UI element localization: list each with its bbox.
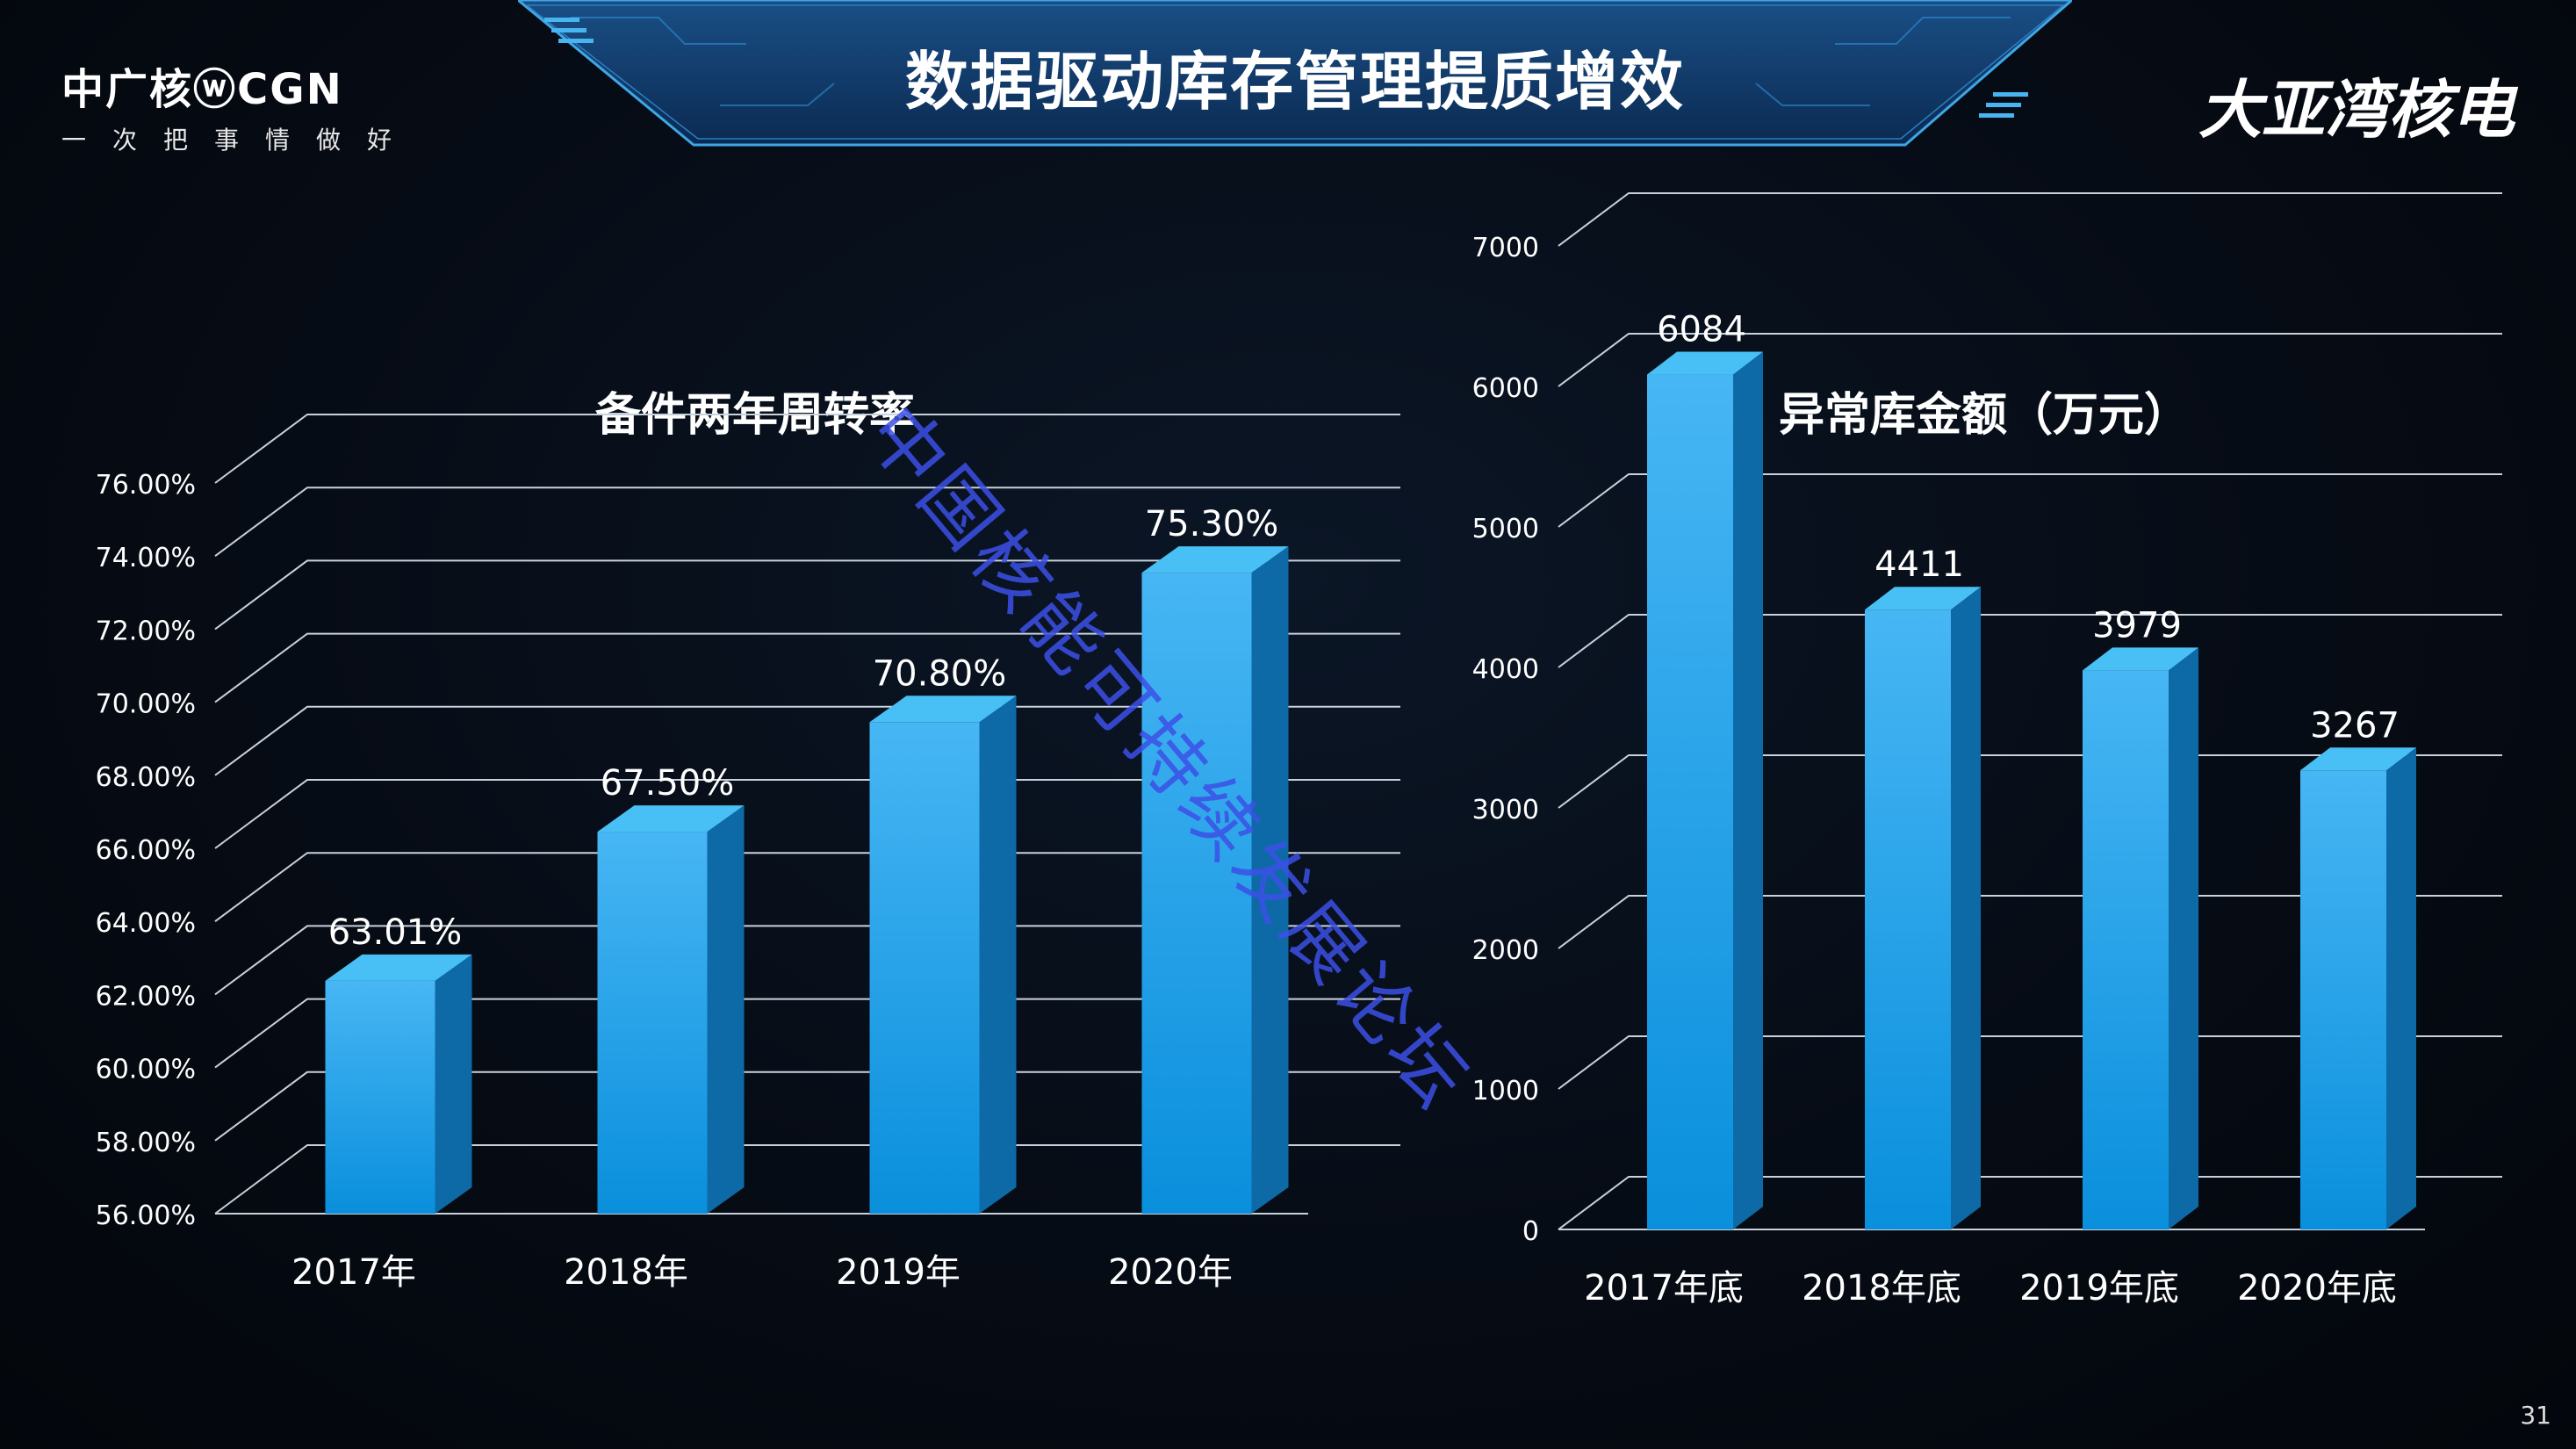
chart-2-ytick: 2000 xyxy=(1472,935,1539,966)
chart-2-ytick: 6000 xyxy=(1472,373,1539,404)
chart-2-gridline xyxy=(1558,1176,2502,1230)
title-banner: 数据驱动库存管理提质增效 xyxy=(518,0,2072,149)
chart-2: 0 1000 2000 3000 4000 5000 6000 7000 6084 2017年底 4… xyxy=(1472,192,2502,1308)
chart-2-gridline xyxy=(1558,1035,2502,1090)
chart-2-ytick: 1000 xyxy=(1472,1076,1539,1107)
chart-2-bar-side xyxy=(2169,647,2198,1229)
chart-1-ytick: 72.00% xyxy=(96,616,196,646)
chart-2-bar-front xyxy=(1647,374,1733,1229)
chart-1-category-label: 2017年 xyxy=(291,1252,416,1293)
chart-2-bar-2 xyxy=(2083,647,2198,1229)
chart-1-data-label: 75.30% xyxy=(1145,504,1279,544)
chart-1-gridline xyxy=(214,487,1400,558)
chart-2-bar-top xyxy=(1647,351,1763,375)
chart-2-gridline xyxy=(1558,614,2502,668)
chart-2-bar-top xyxy=(2083,647,2198,671)
chart-1-bar-side xyxy=(1251,546,1289,1214)
chart-1-bar-front xyxy=(325,980,435,1214)
chart-2-bar-3 xyxy=(2300,747,2416,1229)
chart-1-ytick: 62.00% xyxy=(96,981,196,1012)
chart-1-bar-side xyxy=(979,696,1017,1214)
chart-2-gridline xyxy=(1558,473,2502,528)
chart-2-bar-front xyxy=(1865,609,1951,1229)
chart-1-ytick: 64.00% xyxy=(96,908,196,939)
chart-1-data-label: 67.50% xyxy=(601,763,735,804)
chart-2-data-label: 4411 xyxy=(1874,544,1964,585)
chart-1: 56.00% 58.00% 60.00% 62.00% 64.00% 66.00% 68.0… xyxy=(96,414,1400,1293)
chart-1-data-label: 70.80% xyxy=(873,653,1007,694)
chart-1-ytick: 66.00% xyxy=(96,835,196,866)
chart-2-category-label: 2020年底 xyxy=(2237,1268,2397,1308)
chart-2-data-label: 3267 xyxy=(2310,705,2400,746)
chart-1-bar-2 xyxy=(869,696,1017,1214)
chart-1-ytick: 60.00% xyxy=(96,1055,196,1085)
chart-1-bar-1 xyxy=(597,805,745,1214)
chart-1-data-label: 63.01% xyxy=(328,912,463,953)
chart-1-bar-front xyxy=(597,832,708,1214)
chart-2-ytick: 0 xyxy=(1522,1216,1539,1247)
chart-2-bar-1 xyxy=(1865,587,1981,1229)
chart-2-ytick: 7000 xyxy=(1472,233,1539,263)
chart-1-bar-top xyxy=(1141,546,1289,573)
chart-1-bar-side xyxy=(435,954,472,1214)
chart-2-category-label: 2019年底 xyxy=(2019,1268,2179,1308)
chart-2-ytick: 5000 xyxy=(1472,514,1539,544)
page-title: 数据驱动库存管理提质增效 xyxy=(904,45,1685,119)
chart-2-ytick: 4000 xyxy=(1472,654,1539,685)
cgn-slogan: 一次把事情做好 xyxy=(61,126,419,155)
chart-2-bar-side xyxy=(2386,747,2416,1229)
chart-2-bar-side xyxy=(1951,587,1981,1229)
chart-1-category-label: 2018年 xyxy=(564,1252,688,1293)
chart-2-data-label: 6084 xyxy=(1657,310,1746,350)
chart-2-bar-front xyxy=(2083,670,2169,1229)
chart-2-bar-top xyxy=(1865,587,1981,610)
chart-2-bar-side xyxy=(1733,351,1763,1229)
chart-2-category-label: 2017年底 xyxy=(1584,1268,1744,1308)
chart-1-gridline xyxy=(214,1144,1400,1215)
chart-2-gridline xyxy=(1558,192,2502,247)
chart-1-ytick: 58.00% xyxy=(96,1128,196,1158)
chart-2-bar-front xyxy=(2300,770,2386,1229)
chart-2-bar-0 xyxy=(1647,351,1763,1229)
daya-bay-logo: 大亚湾核电 xyxy=(2198,72,2515,147)
chart-1-ytick: 68.00% xyxy=(96,762,196,793)
chart-1-bar-front xyxy=(1141,573,1252,1214)
page-number: 31 xyxy=(2520,1401,2551,1430)
chart-1-gridline xyxy=(214,779,1400,849)
chart-1-bar-top xyxy=(869,696,1017,723)
chart-1-gridline xyxy=(214,705,1400,776)
chart-2-gridline xyxy=(1558,895,2502,949)
chart-1-bar-3 xyxy=(1141,546,1289,1214)
chart-1-bar-top xyxy=(597,805,745,833)
chart-1-bar-top xyxy=(325,954,472,981)
chart-1-bar-0 xyxy=(325,954,472,1214)
chart-1-gridline xyxy=(214,414,1400,484)
chart-1-ytick: 70.00% xyxy=(96,689,196,720)
chart-2-ytick: 3000 xyxy=(1472,795,1539,825)
chart-1-ytick: 56.00% xyxy=(96,1200,196,1231)
chart-2-data-label: 3979 xyxy=(2092,605,2182,645)
cgn-logo: 中广核ⓦCGN 一次把事情做好 xyxy=(61,54,430,156)
chart-2-category-label: 2018年底 xyxy=(1802,1268,1961,1308)
chart-1-ytick: 74.00% xyxy=(96,543,196,573)
cgn-logo-text: 中广核ⓦCGN xyxy=(61,65,343,114)
chart-1-gridline xyxy=(214,925,1400,996)
chart-1-gridline xyxy=(214,998,1400,1069)
chart-1-gridline xyxy=(214,852,1400,923)
chart-1-gridline xyxy=(214,1071,1400,1142)
chart-2-title: 异常库金额（万元） xyxy=(1778,389,2190,442)
chart-1-bar-front xyxy=(869,722,980,1214)
chart-1-gridline xyxy=(214,632,1400,703)
chart-1-category-label: 2020年 xyxy=(1108,1252,1233,1293)
chart-1-category-label: 2019年 xyxy=(836,1252,961,1293)
chart-2-gridline xyxy=(1558,333,2502,387)
chart-1-ytick: 76.00% xyxy=(96,470,196,501)
chart-1-gridline xyxy=(214,559,1400,631)
chart-2-bar-top xyxy=(2300,747,2416,771)
banner-shape xyxy=(518,0,2072,147)
chart-2-gridline xyxy=(1558,754,2502,809)
chart-1-bar-side xyxy=(707,805,745,1214)
